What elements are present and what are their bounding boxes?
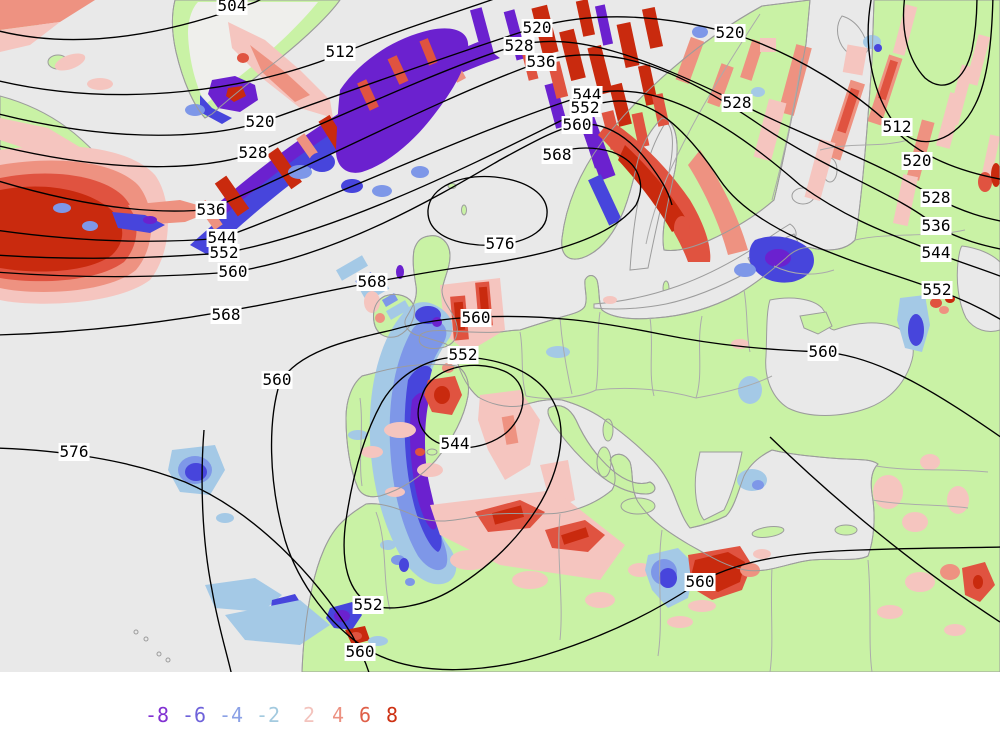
- contour-label-568: 568: [356, 272, 388, 291]
- legend-value-2: 2: [303, 703, 316, 727]
- contour-label-512: 512: [881, 117, 913, 136]
- contour-label-552: 552: [569, 98, 601, 117]
- legend-value-4: 4: [332, 703, 345, 727]
- contour-label-528: 528: [721, 93, 753, 112]
- contour-label-520: 520: [901, 151, 933, 170]
- contour-label-520: 520: [521, 18, 553, 37]
- contour-label-552: 552: [447, 345, 479, 364]
- contour-label-544: 544: [439, 434, 471, 453]
- contour-label-528: 528: [920, 188, 952, 207]
- legend-value--4: -4: [219, 703, 244, 727]
- contour-label-560: 560: [807, 342, 839, 361]
- legend-value--8: -8: [145, 703, 170, 727]
- contour-label-576: 576: [58, 442, 90, 461]
- legend-value--6: -6: [182, 703, 207, 727]
- contour-label-568: 568: [541, 145, 573, 164]
- contour-label-560: 560: [460, 308, 492, 327]
- contour-label-536: 536: [920, 216, 952, 235]
- contour-label-504: 504: [216, 0, 248, 15]
- contour-label-576: 576: [484, 234, 516, 253]
- contour-label-552: 552: [352, 595, 384, 614]
- contour-label-560: 560: [261, 370, 293, 389]
- advection-shading-layer: [0, 0, 1000, 646]
- status-bar: T-Adv. 500 hPa GFS (K/6h) Th 25-12-2025 …: [0, 672, 1000, 733]
- legend-value--2: -2: [256, 703, 281, 727]
- country-borders: [359, 13, 989, 672]
- contour-label-544: 544: [206, 228, 238, 247]
- map-canvas: [0, 0, 1000, 672]
- caspian-sea: [956, 245, 1000, 332]
- legend-value-6: 6: [359, 703, 372, 727]
- contour-label-512: 512: [324, 42, 356, 61]
- contour-label-560: 560: [217, 262, 249, 281]
- crimea: [799, 311, 833, 335]
- contour-label-520: 520: [714, 23, 746, 42]
- aegean-sea: [694, 451, 743, 521]
- contour-label-560: 560: [561, 115, 593, 134]
- t-adv-500hpa-map: 504 512 520 528 536 544 552 560 568 520 528 536 544 5…: [0, 0, 1000, 672]
- contour-label-528: 528: [503, 36, 535, 55]
- legend-value-8: 8: [386, 703, 399, 727]
- contour-label-536: 536: [195, 200, 227, 219]
- contour-label-544: 544: [920, 243, 952, 262]
- contour-label-520: 520: [244, 112, 276, 131]
- contour-label-560: 560: [684, 572, 716, 591]
- contour-label-560: 560: [344, 642, 376, 661]
- contour-label-528: 528: [237, 143, 269, 162]
- contour-label-552: 552: [921, 280, 953, 299]
- contour-label-536: 536: [525, 52, 557, 71]
- contour-label-552: 552: [208, 243, 240, 262]
- contour-label-568: 568: [210, 305, 242, 324]
